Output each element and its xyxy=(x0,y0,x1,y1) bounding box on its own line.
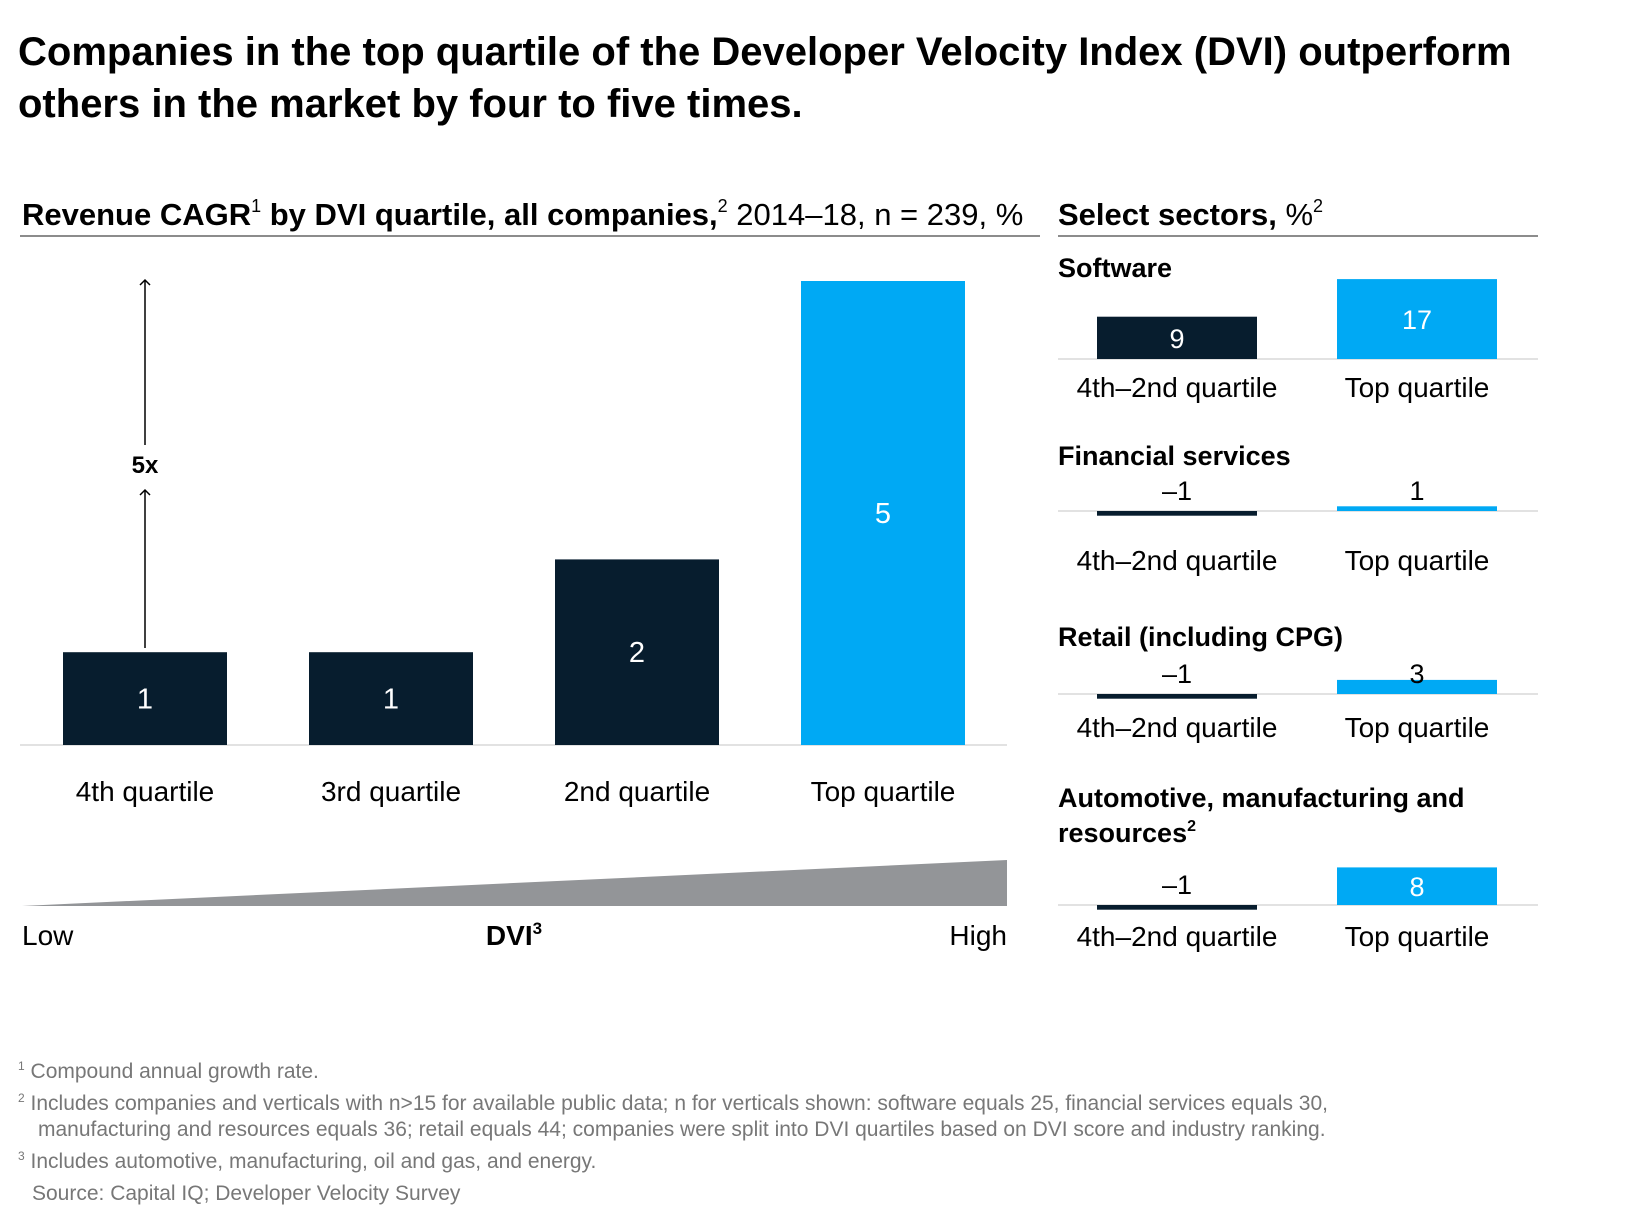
footnote-1-mark: 1 xyxy=(18,1059,25,1073)
footnote-3-mark: 3 xyxy=(18,1149,25,1163)
left-subtitle-sup2: 2 xyxy=(717,196,728,216)
dvi-center-label: DVI3 xyxy=(486,919,542,951)
footnote-1-text: Compound annual growth rate. xyxy=(30,1060,319,1083)
sector-category-label: Top quartile xyxy=(1345,372,1490,403)
sector-bar-value-label: 3 xyxy=(1409,659,1424,689)
sector-bar xyxy=(1097,694,1257,699)
footnote-3-text: Includes automotive, manufacturing, oil … xyxy=(30,1150,597,1173)
right-chart-subtitle: Select sectors, %2 xyxy=(1058,196,1323,233)
sector-category-label: 4th–2nd quartile xyxy=(1077,921,1278,952)
main-bar-value-label: 5 xyxy=(875,498,891,530)
left-chart-subtitle: Revenue CAGR1 by DVI quartile, all compa… xyxy=(22,196,1023,233)
sector-title: Financial services xyxy=(1058,441,1291,471)
left-header-rule xyxy=(20,235,1040,237)
headline: Companies in the top quartile of the Dev… xyxy=(18,30,1512,126)
right-header-rule xyxy=(1058,235,1538,237)
sector-bar-value-label: –1 xyxy=(1162,659,1192,689)
sector-title: Retail (including CPG) xyxy=(1058,622,1343,652)
main-category-label: 2nd quartile xyxy=(564,776,710,807)
left-subtitle-sup1: 1 xyxy=(251,196,262,216)
sector-category-label: 4th–2nd quartile xyxy=(1077,712,1278,743)
footnote-1: 1 Compound annual growth rate. xyxy=(18,1053,1328,1085)
left-subtitle-bold: Revenue CAGR xyxy=(22,197,252,232)
right-subtitle-bold: Select sectors, xyxy=(1058,197,1277,232)
main-bar-value-label: 1 xyxy=(383,684,399,716)
main-bar xyxy=(801,281,965,745)
main-bar xyxy=(555,559,719,745)
sector-bar xyxy=(1097,905,1257,910)
multiplier-label: 5x xyxy=(132,452,159,479)
sector-bar xyxy=(1097,511,1257,516)
sector-bar xyxy=(1097,316,1257,359)
sector-bar xyxy=(1337,679,1497,694)
left-subtitle-regular: 2014–18, n = 239, % xyxy=(727,197,1024,232)
dvi-center-text: DVI xyxy=(486,920,533,951)
main-bar xyxy=(63,652,227,745)
main-bar xyxy=(309,652,473,745)
sector-bar xyxy=(1337,867,1497,905)
footnotes: 1 Compound annual growth rate. 2 Include… xyxy=(18,1053,1328,1207)
footnote-2-continued: manufacturing and resources equals 36; r… xyxy=(38,1118,1326,1141)
sector-bar-value-label: 1 xyxy=(1409,476,1424,506)
sector-category-label: Top quartile xyxy=(1345,921,1490,952)
sector-bar xyxy=(1337,279,1497,359)
right-subtitle-regular: % xyxy=(1276,197,1314,232)
sector-bar-value-label: –1 xyxy=(1162,870,1192,900)
source-line: Source: Capital IQ; Developer Velocity S… xyxy=(32,1182,461,1205)
main-category-label: Top quartile xyxy=(811,776,956,807)
sector-bar xyxy=(1337,506,1497,511)
dvi-wedge xyxy=(22,860,1007,906)
right-subtitle-sup: 2 xyxy=(1313,196,1324,216)
sector-bar-value-label: 17 xyxy=(1402,305,1432,335)
sector-category-label: Top quartile xyxy=(1345,712,1490,743)
sector-title: Software xyxy=(1058,253,1172,283)
sector-title-sup: 2 xyxy=(1187,818,1196,835)
main-category-label: 4th quartile xyxy=(76,776,215,807)
footnote-2-mark: 2 xyxy=(18,1091,25,1105)
main-category-label: 3rd quartile xyxy=(321,776,461,807)
sector-category-label: 4th–2nd quartile xyxy=(1077,545,1278,576)
sector-title: Automotive, manufacturing and xyxy=(1058,783,1465,813)
sector-bar-value-label: 8 xyxy=(1409,872,1424,902)
footnote-2-text: Includes companies and verticals with n>… xyxy=(30,1092,1328,1115)
footnote-3: 3 Includes automotive, manufacturing, oi… xyxy=(18,1143,1328,1175)
dvi-center-sup: 3 xyxy=(533,919,542,938)
main-bar-value-label: 2 xyxy=(629,637,645,669)
sector-category-label: 4th–2nd quartile xyxy=(1077,372,1278,403)
sector-category-label: Top quartile xyxy=(1345,545,1490,576)
sector-bar-value-label: –1 xyxy=(1162,476,1192,506)
dvi-low-label: Low xyxy=(22,920,74,951)
sector-title-line2: resources2 xyxy=(1058,818,1196,848)
footnote-2: 2 Includes companies and verticals with … xyxy=(18,1085,1328,1117)
left-subtitle-bold2: by DVI quartile, all companies, xyxy=(261,197,718,232)
sector-bar-value-label: 9 xyxy=(1169,324,1184,354)
main-bar-value-label: 1 xyxy=(137,684,153,716)
dvi-high-label: High xyxy=(949,920,1007,951)
